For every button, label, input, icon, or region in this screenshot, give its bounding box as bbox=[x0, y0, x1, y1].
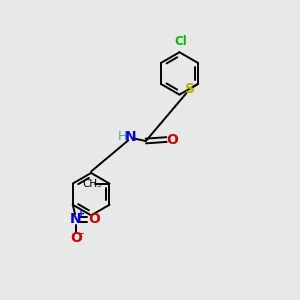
Text: Cl: Cl bbox=[175, 35, 187, 48]
Text: O: O bbox=[70, 231, 82, 245]
Text: ⁻: ⁻ bbox=[77, 230, 84, 243]
Text: S: S bbox=[184, 82, 195, 96]
Text: N: N bbox=[125, 130, 136, 144]
Text: N: N bbox=[70, 212, 82, 226]
Text: +: + bbox=[76, 209, 85, 220]
Text: H: H bbox=[117, 130, 127, 143]
Text: O: O bbox=[166, 133, 178, 146]
Text: CH₃: CH₃ bbox=[82, 178, 101, 189]
Text: O: O bbox=[88, 212, 101, 226]
